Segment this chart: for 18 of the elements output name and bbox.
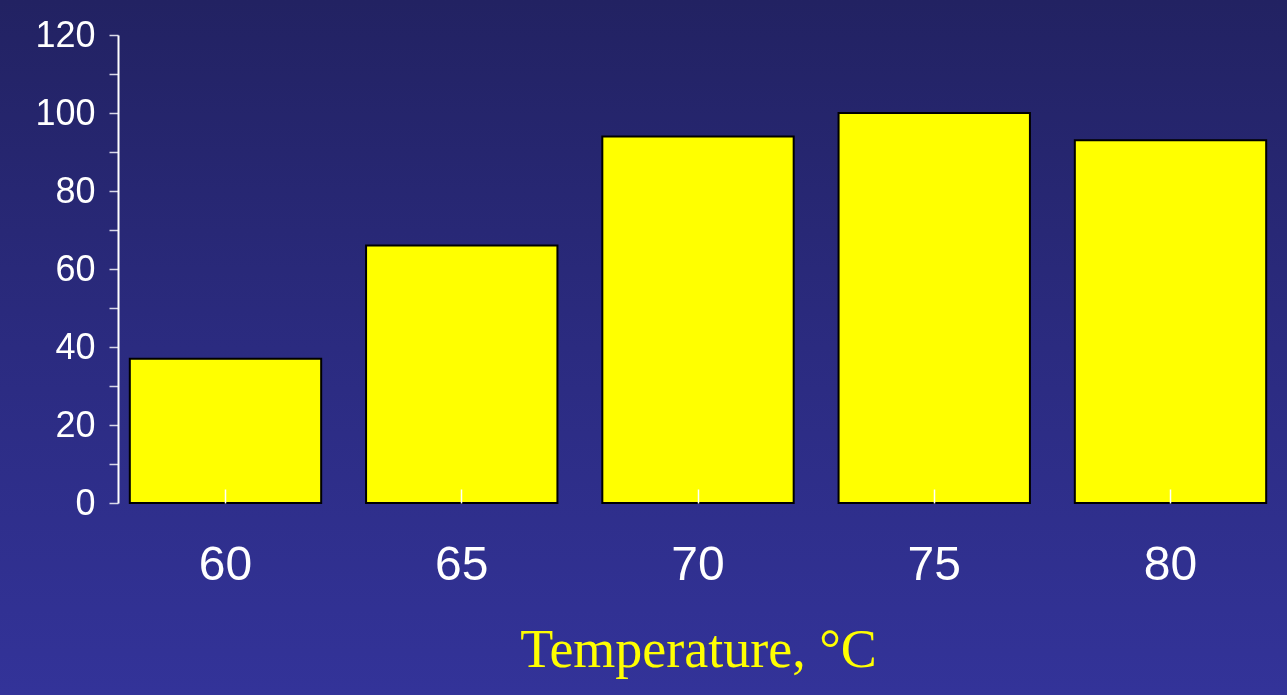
bar <box>128 357 323 504</box>
x-tick-label: 65 <box>435 536 489 590</box>
y-tick-label: 40 <box>55 325 96 367</box>
y-tick-label: 120 <box>35 13 96 55</box>
x-axis-title: Temperature, °C <box>520 618 877 679</box>
y-tick-label: 0 <box>75 481 96 523</box>
x-tick-label: 60 <box>198 536 253 590</box>
bar <box>601 135 795 504</box>
x-tick-label: 75 <box>907 536 961 590</box>
y-tick-label: 60 <box>55 247 96 289</box>
x-tick-label: 80 <box>1143 536 1198 590</box>
x-tick-label: 70 <box>671 536 725 590</box>
bar <box>837 112 1031 504</box>
bar <box>1073 139 1268 504</box>
y-tick-label: 20 <box>55 403 96 445</box>
y-tick-label: 100 <box>35 91 96 133</box>
y-tick-label: 80 <box>55 169 96 211</box>
bar <box>365 244 559 504</box>
